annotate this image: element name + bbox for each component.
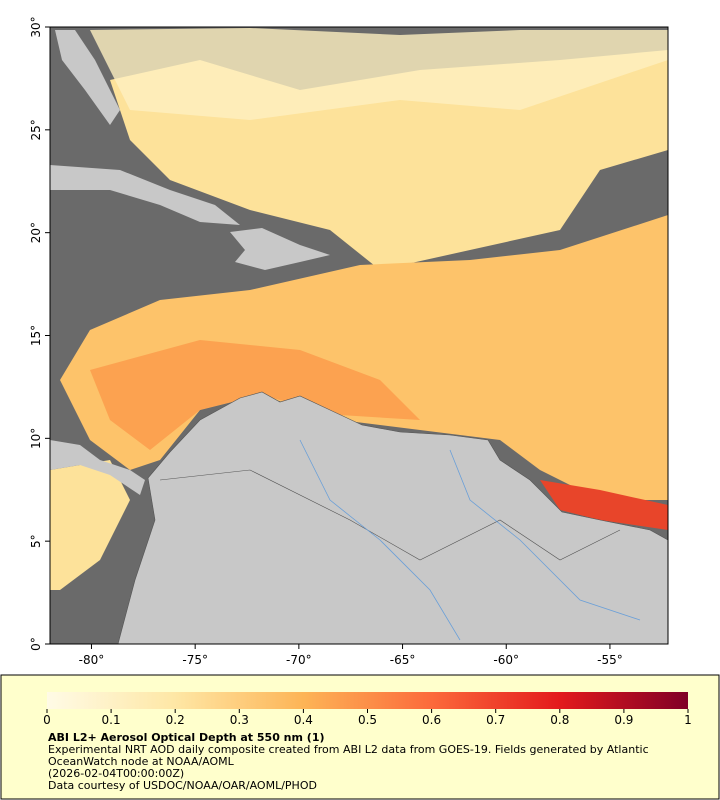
y-tick-label: 20° [29, 222, 43, 243]
x-tick-label: -80° [79, 653, 105, 667]
colorbar-tick-label: 1 [684, 713, 692, 727]
aerosol-light [90, 28, 668, 120]
x-tick-label: -70° [286, 653, 312, 667]
land [117, 391, 668, 644]
land [50, 440, 145, 495]
y-tick-label: 30° [29, 16, 43, 37]
aerosol-high [540, 480, 668, 530]
y-tick-label: 5° [29, 534, 43, 548]
aerosol-light [50, 460, 130, 590]
y-tick-label: 25° [29, 119, 43, 140]
land [50, 165, 240, 225]
y-tick-label: 15° [29, 325, 43, 346]
river [449, 449, 641, 621]
caption-line: Data courtesy of USDOC/NOAA/OAR/AOML/PHO… [48, 779, 317, 792]
colorbar-tick-label: 0.1 [102, 713, 121, 727]
caption-title: ABI L2+ Aerosol Optical Depth at 550 nm … [48, 731, 325, 744]
colorbar-tick-label: 0.8 [550, 713, 569, 727]
land [55, 30, 120, 125]
colorbar-tick-label: 0 [43, 713, 51, 727]
caption-line: OceanWatch node at NOAA/AOML [48, 755, 234, 768]
x-tick-label: -60° [493, 653, 519, 667]
x-tick-label: -75° [182, 653, 208, 667]
x-tick-label: -55° [597, 653, 623, 667]
aerosol-medium [60, 215, 668, 500]
colorbar [47, 692, 688, 709]
colorbar-tick-label: 0.6 [422, 713, 441, 727]
caption-line: (2026-02-04T00:00:00Z) [48, 767, 185, 780]
border [159, 469, 621, 561]
y-tick-label: 10° [29, 428, 43, 449]
x-tick-label: -65° [390, 653, 416, 667]
river [299, 439, 461, 641]
colorbar-tick-label: 0.9 [614, 713, 633, 727]
colorbar-tick-label: 0.5 [358, 713, 377, 727]
colorbar-tick-label: 0.4 [294, 713, 313, 727]
colorbar-tick-label: 0.2 [166, 713, 185, 727]
map [50, 27, 668, 644]
land [230, 228, 330, 270]
caption-line: Experimental NRT AOD daily composite cre… [48, 743, 649, 756]
caption: ABI L2+ Aerosol Optical Depth at 550 nm … [48, 732, 649, 792]
colorbar-tick-label: 0.7 [486, 713, 505, 727]
colorbar-tick-label: 0.3 [230, 713, 249, 727]
y-tick-label: 0° [29, 637, 43, 651]
